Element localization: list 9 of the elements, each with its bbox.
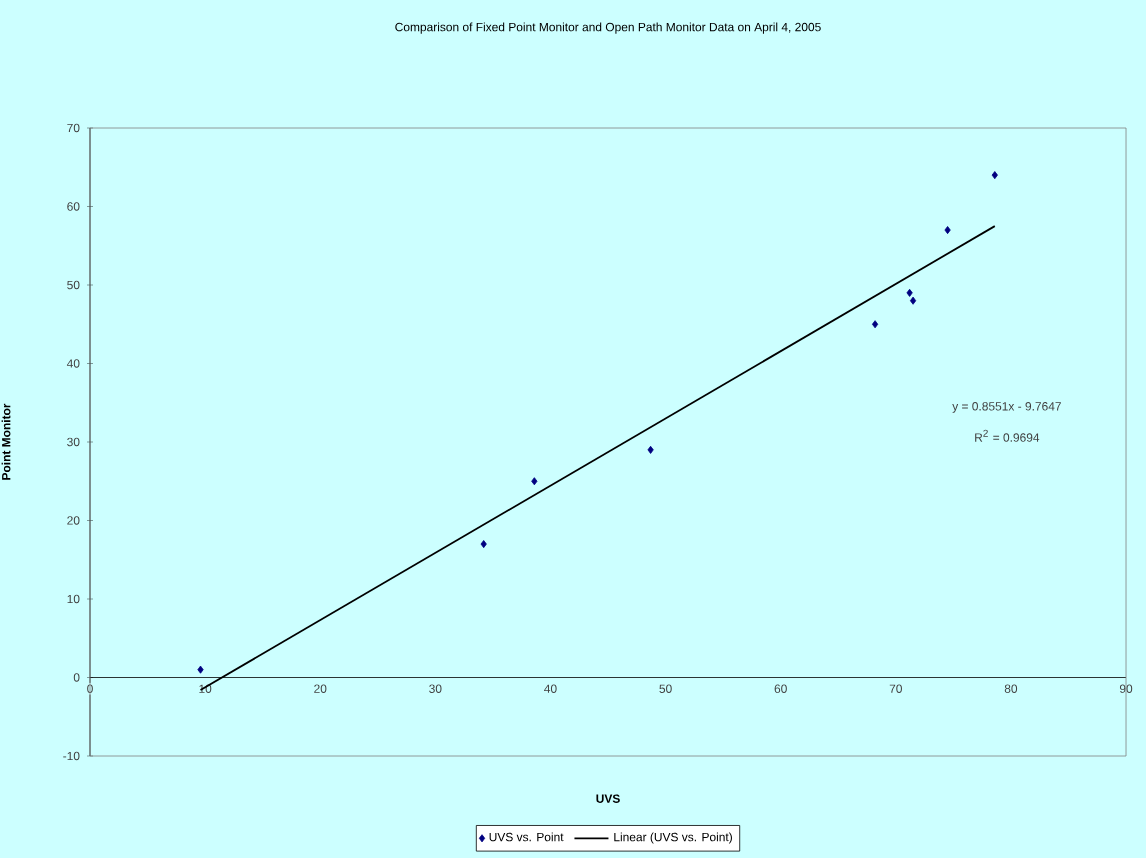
point [197, 665, 204, 674]
point [909, 296, 917, 305]
point [991, 171, 998, 180]
point [531, 477, 538, 486]
point [944, 226, 951, 235]
point [906, 288, 913, 297]
point [480, 540, 487, 549]
point [647, 445, 654, 454]
point [871, 320, 879, 329]
